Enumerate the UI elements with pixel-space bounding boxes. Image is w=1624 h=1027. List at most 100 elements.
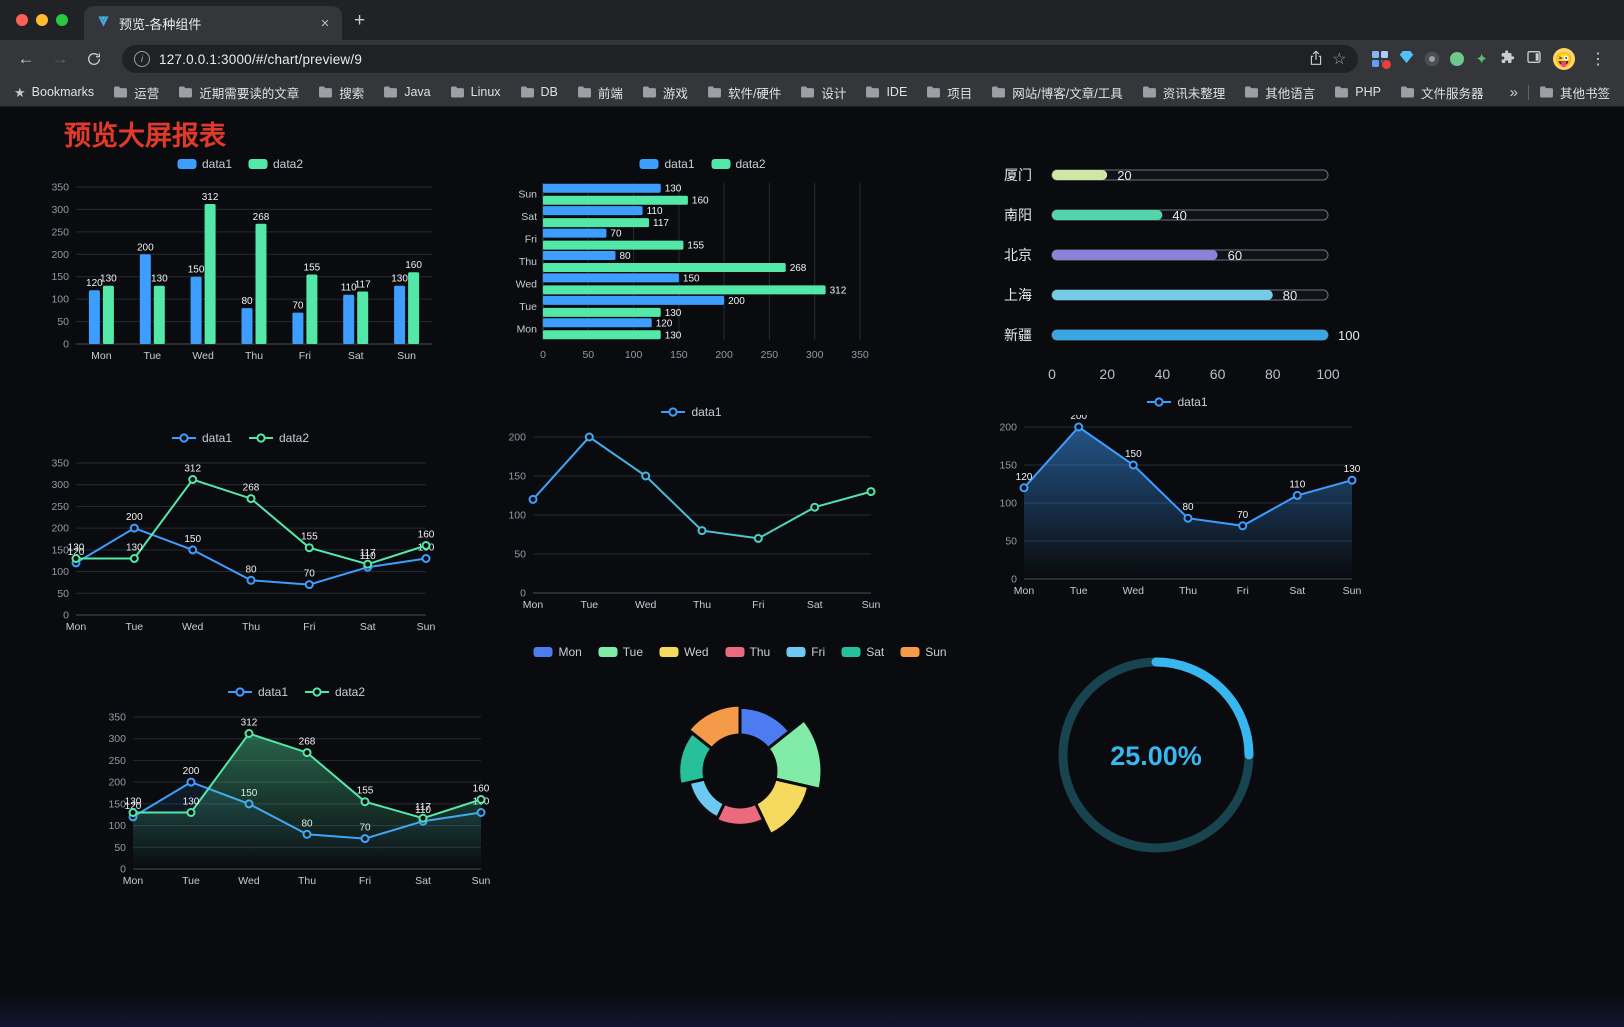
bookmark-item[interactable]: Linux [450, 85, 501, 99]
svg-text:130: 130 [68, 543, 85, 554]
chart-canvas: 0 50 100 150 200 250 300 350 Mon Tue Wed Thu Fri Sat S… [108, 712, 490, 888]
menu-kebab-icon[interactable]: ⋮ [1590, 51, 1606, 68]
other-bookmarks[interactable]: 其他书签 [1539, 83, 1610, 102]
folder-icon [179, 86, 193, 98]
svg-text:150: 150 [999, 460, 1017, 472]
svg-text:Mon: Mon [517, 323, 538, 335]
extension-icon-circle-green[interactable] [1450, 52, 1465, 66]
svg-text:130: 130 [151, 274, 168, 285]
legend-item[interactable]: data1 [1146, 395, 1208, 409]
legend-item[interactable]: data1 [171, 431, 232, 445]
bookmark-item[interactable]: 其他语言 [1244, 83, 1315, 102]
svg-text:0: 0 [120, 864, 126, 876]
svg-text:Thu: Thu [1179, 585, 1197, 597]
legend-item[interactable]: data1 [177, 157, 232, 171]
bookmark-item[interactable]: 文件服务器 [1400, 83, 1483, 102]
bookmark-item[interactable]: 近期需要读的文章 [178, 83, 299, 102]
close-window-button[interactable] [16, 14, 28, 26]
svg-text:250: 250 [761, 349, 779, 361]
legend-item[interactable]: data2 [248, 431, 309, 445]
window-controls [0, 14, 84, 40]
bookmarks-star-icon: ★ [14, 84, 26, 100]
back-button[interactable]: ← [17, 49, 35, 68]
bookmark-star-icon[interactable]: ☆ [1332, 51, 1347, 68]
bookmark-item[interactable]: ★ Bookmarks [14, 84, 95, 100]
extension-badge [1381, 59, 1393, 70]
folder-icon [642, 86, 656, 98]
legend-item[interactable]: data2 [711, 157, 766, 171]
svg-text:150: 150 [683, 273, 700, 284]
svg-text:250: 250 [51, 226, 69, 238]
svg-text:Thu: Thu [519, 256, 537, 268]
legend-item[interactable]: Thu [725, 645, 770, 659]
bookmark-item[interactable]: 游戏 [642, 83, 688, 102]
bookmark-item[interactable]: 资讯未整理 [1142, 83, 1225, 102]
extension-icon-circle-gray[interactable] [1425, 52, 1440, 66]
bookmark-item[interactable]: 前端 [577, 83, 623, 102]
bookmark-item[interactable]: 项目 [926, 83, 972, 102]
tab-close-icon[interactable]: × [320, 14, 330, 32]
svg-text:312: 312 [241, 718, 258, 729]
legend-item[interactable]: data1 [227, 685, 288, 699]
browser-tab[interactable]: 预览-各种组件 × [84, 6, 342, 40]
bookmark-item[interactable]: DB [520, 85, 558, 99]
bookmark-item[interactable]: 网站/博客/文章/工具 [991, 83, 1123, 102]
legend-item[interactable]: data2 [304, 685, 365, 699]
svg-text:100: 100 [51, 566, 69, 578]
svg-text:110: 110 [360, 551, 376, 562]
svg-text:250: 250 [51, 501, 69, 513]
browser-toolbar: ← → i 127.0.0.1:3000/#/chart/preview/9 ☆… [0, 40, 1624, 78]
extensions-puzzle-icon[interactable] [1499, 49, 1515, 70]
svg-text:Sun: Sun [518, 189, 537, 201]
legend-item[interactable]: Mon [533, 645, 582, 659]
svg-text:Fri: Fri [525, 234, 537, 246]
bookmarks-overflow-chevron[interactable]: » [1509, 83, 1518, 101]
legend-item[interactable]: Sat [841, 645, 884, 659]
side-panel-icon[interactable] [1526, 49, 1542, 70]
svg-text:Mon: Mon [523, 599, 544, 611]
svg-text:Sun: Sun [417, 621, 436, 633]
svg-text:20: 20 [1099, 366, 1115, 382]
site-info-icon[interactable]: i [134, 51, 150, 67]
profile-avatar[interactable]: 😜 [1553, 48, 1575, 70]
legend-item[interactable]: data1 [639, 157, 695, 171]
chart-canvas: 0 50 100 150 200 250 300 350 Mon Tue Wed Thu Fri Sat S… [51, 458, 436, 634]
chart-legend: data1 data2 [40, 151, 440, 177]
reload-button[interactable] [80, 45, 108, 73]
svg-text:100: 100 [1338, 328, 1360, 343]
legend-item[interactable]: Fri [786, 645, 825, 659]
zoom-window-button[interactable] [56, 14, 68, 26]
svg-text:300: 300 [51, 204, 69, 216]
svg-text:80: 80 [1283, 288, 1297, 303]
extension-icon-grid[interactable] [1372, 51, 1393, 70]
url-text[interactable]: 127.0.0.1:3000/#/chart/preview/9 [159, 51, 363, 67]
new-tab-button[interactable]: + [354, 10, 366, 31]
bookmark-item[interactable]: 软件/硬件 [707, 83, 781, 102]
svg-text:Mon: Mon [66, 621, 87, 633]
legend-item[interactable]: Tue [598, 645, 643, 659]
bookmark-item[interactable]: PHP [1334, 85, 1381, 99]
extension-icon-star-green[interactable]: ✦ [1475, 50, 1488, 68]
legend-item[interactable]: data2 [248, 157, 303, 171]
svg-text:110: 110 [415, 805, 431, 816]
forward-button[interactable]: → [51, 49, 69, 68]
reload-icon [88, 53, 100, 65]
svg-text:130: 130 [391, 274, 408, 285]
svg-text:200: 200 [728, 296, 745, 307]
svg-text:110: 110 [647, 206, 663, 217]
svg-text:130: 130 [125, 797, 142, 808]
address-bar[interactable]: i 127.0.0.1:3000/#/chart/preview/9 ☆ [122, 45, 1359, 73]
svg-text:120: 120 [656, 318, 673, 329]
extension-icon-gem[interactable] [1399, 50, 1414, 69]
minimize-window-button[interactable] [36, 14, 48, 26]
bookmark-item[interactable]: Java [383, 85, 431, 99]
legend-item[interactable]: Wed [659, 645, 709, 659]
bookmark-item[interactable]: 搜索 [318, 83, 364, 102]
share-icon[interactable] [1309, 50, 1323, 69]
bookmark-item[interactable]: IDE [865, 85, 907, 99]
legend-item[interactable]: Sun [900, 645, 947, 659]
legend-item[interactable]: data1 [660, 405, 722, 419]
bookmark-item[interactable]: 运营 [113, 83, 159, 102]
svg-text:155: 155 [304, 263, 321, 274]
bookmark-item[interactable]: 设计 [800, 83, 846, 102]
